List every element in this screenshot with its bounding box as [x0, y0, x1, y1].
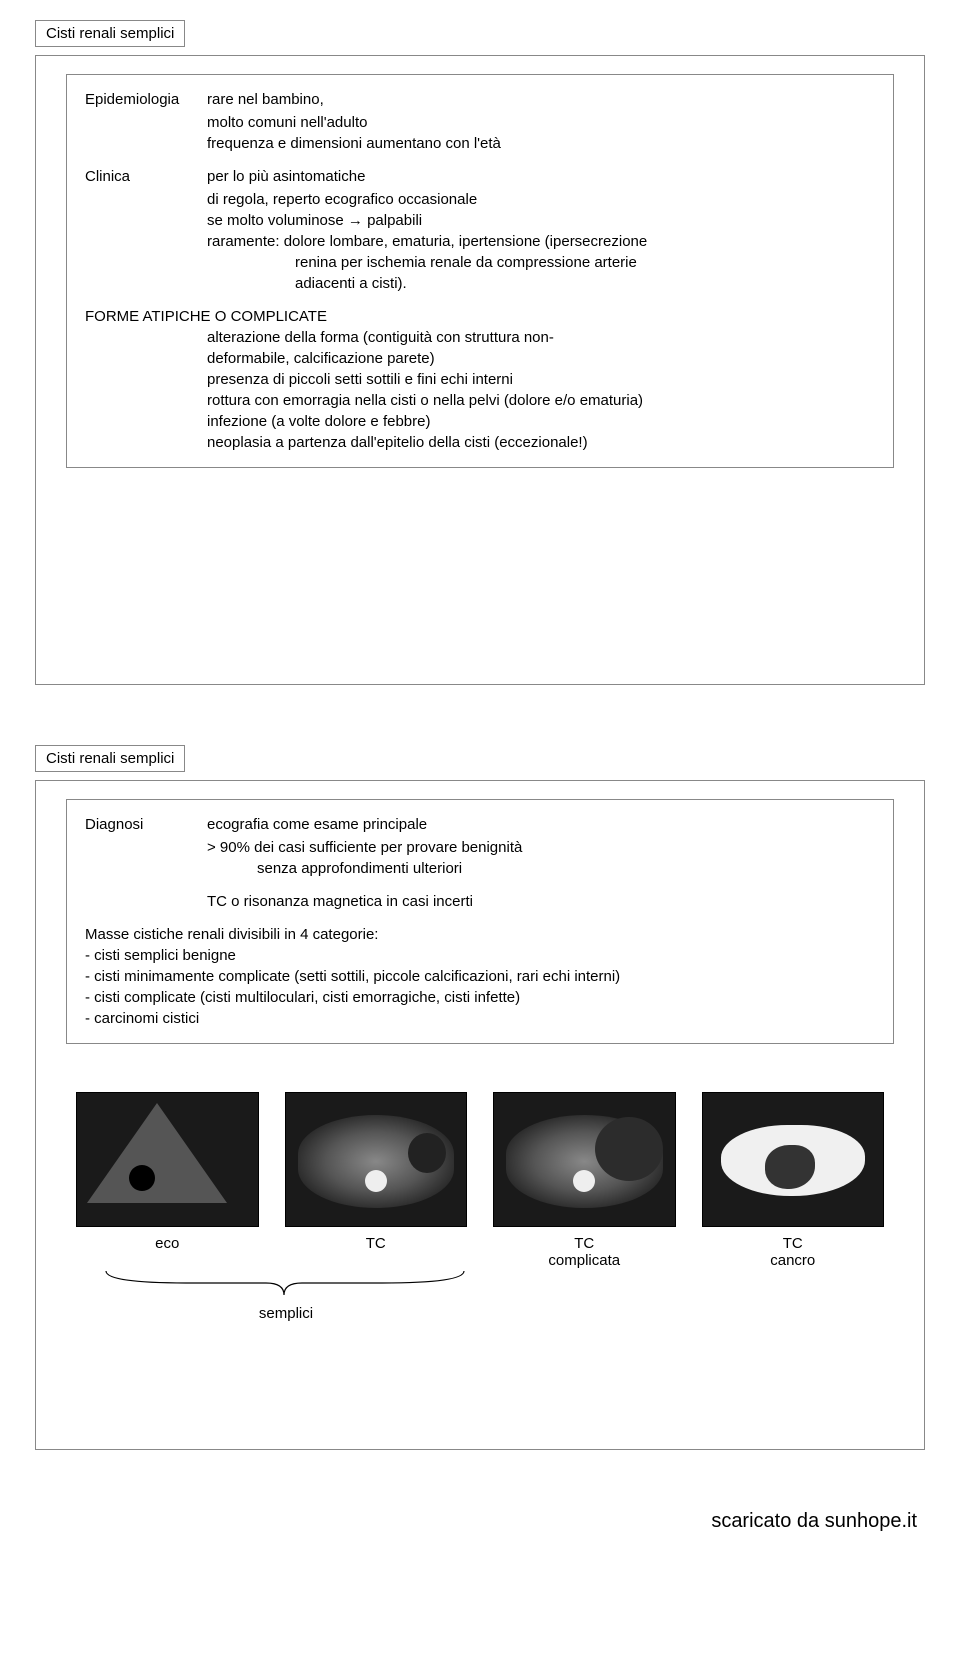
image-tc-simple — [285, 1092, 468, 1227]
brace-icon — [76, 1269, 496, 1309]
diag-l2: > 90% dei casi sufficiente per provare b… — [207, 837, 875, 858]
masse-l1: - cisti semplici benigne — [85, 945, 875, 966]
slide1-inner: Epidemiologia rare nel bambino, molto co… — [66, 74, 894, 468]
cap-eco: eco — [76, 1235, 259, 1252]
cli-label: Clinica — [85, 166, 207, 187]
captions-row: eco TC TC complicata TC cancro — [76, 1235, 884, 1269]
slide2-panel: Diagnosi ecografia come esame principale… — [35, 780, 925, 1450]
forme-l6: neoplasia a partenza dall'epitelio della… — [207, 432, 875, 453]
slide1-panel: Epidemiologia rare nel bambino, molto co… — [35, 55, 925, 685]
footer-text: scaricato da sunhope.it — [35, 1510, 925, 1533]
cli-l6: adiacenti a cisti). — [295, 273, 875, 294]
diag-l1: ecografia come esame principale — [207, 814, 875, 835]
cli-l2: di regola, reperto ecografico occasional… — [207, 189, 875, 210]
forme-l5: infezione (a volte dolore e febbre) — [207, 411, 875, 432]
cli-l1: per lo più asintomatiche — [207, 166, 875, 187]
diag-label: Diagnosi — [85, 814, 207, 835]
cli-l4: raramente: dolore lombare, ematuria, ipe… — [207, 231, 875, 252]
masse-title: Masse cistiche renali divisibili in 4 ca… — [85, 924, 875, 945]
forme-l2: deformabile, calcificazione parete) — [207, 348, 875, 369]
epi-l1: rare nel bambino, — [207, 89, 875, 110]
brace-semplici: semplici — [76, 1269, 884, 1322]
epi-label: Epidemiologia — [85, 89, 207, 110]
image-tc-cancro — [702, 1092, 885, 1227]
forme-l4: rottura con emorragia nella cisti o nell… — [207, 390, 875, 411]
brace-label: semplici — [76, 1305, 496, 1322]
slide2-title: Cisti renali semplici — [46, 750, 174, 767]
epi-l2: molto comuni nell'adulto — [207, 112, 875, 133]
diag-l3: senza approfondimenti ulteriori — [257, 858, 875, 879]
slide2-title-box: Cisti renali semplici — [35, 745, 185, 772]
cap-tc-comp-a: TC — [493, 1235, 676, 1252]
slide2-inner: Diagnosi ecografia come esame principale… — [66, 799, 894, 1044]
masse-l2: - cisti minimamente complicate (setti so… — [85, 966, 875, 987]
diag-l4: TC o risonanza magnetica in casi incerti — [207, 891, 875, 912]
cap-tc: TC — [285, 1235, 468, 1252]
image-eco — [76, 1092, 259, 1227]
masse-l4: - carcinomi cistici — [85, 1008, 875, 1029]
cli-l3: se molto voluminose → palpabili — [207, 210, 875, 231]
forme-l3: presenza di piccoli setti sottili e fini… — [207, 369, 875, 390]
slide1-title: Cisti renali semplici — [46, 25, 174, 42]
forme-title: FORME ATIPICHE O COMPLICATE — [85, 306, 875, 327]
cap-tc-comp-b: complicata — [493, 1252, 676, 1269]
masse-l3: - cisti complicate (cisti multiloculari,… — [85, 987, 875, 1008]
cap-tc-cancro-a: TC — [702, 1235, 885, 1252]
cli-l5: renina per ischemia renale da compressio… — [295, 252, 875, 273]
images-row — [76, 1092, 884, 1227]
image-tc-complicata — [493, 1092, 676, 1227]
slide1-title-box: Cisti renali semplici — [35, 20, 185, 47]
forme-l1: alterazione della forma (contiguità con … — [207, 327, 875, 348]
epi-l3: frequenza e dimensioni aumentano con l'e… — [207, 133, 875, 154]
cap-tc-cancro-b: cancro — [702, 1252, 885, 1269]
